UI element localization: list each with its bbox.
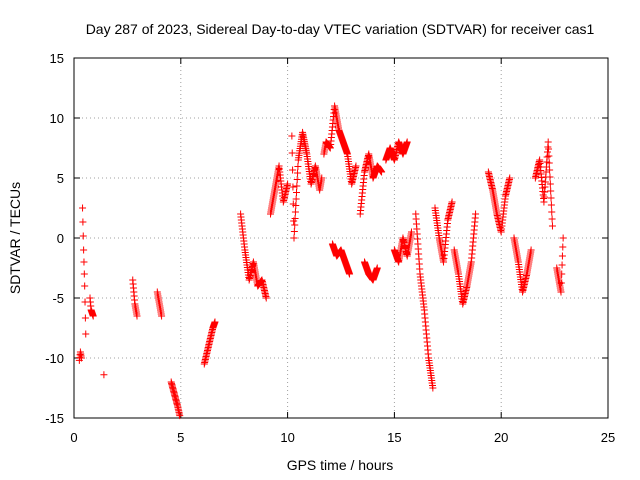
data-point [100, 371, 108, 379]
data-point [559, 243, 567, 251]
data-point [292, 202, 300, 209]
x-tick-label: 10 [280, 430, 294, 445]
data-point [559, 234, 567, 242]
x-axis-label: GPS time / hours [287, 457, 394, 473]
data-point [558, 270, 566, 278]
data-point [448, 198, 456, 206]
y-tick-label: -10 [45, 351, 64, 366]
data-point [81, 314, 89, 322]
data-point [80, 258, 88, 266]
data-point [293, 176, 301, 183]
data-point [77, 354, 85, 362]
data-point [211, 318, 219, 326]
data-point [290, 234, 298, 242]
data-point [545, 145, 553, 153]
y-axis: -15 -10 -5 0 5 10 15 [45, 51, 608, 426]
data-point [557, 279, 565, 287]
data-point [82, 330, 90, 338]
data-point [262, 294, 270, 302]
data-point [288, 149, 296, 157]
data-point [292, 195, 300, 203]
y-tick-label: 0 [57, 231, 64, 246]
data-point [288, 132, 296, 140]
data-point [545, 159, 553, 167]
data-point [291, 221, 299, 229]
data-point [318, 174, 326, 182]
data-point [293, 189, 300, 196]
data-point [557, 288, 565, 296]
data-point [289, 166, 297, 174]
data-point [547, 201, 555, 209]
x-tick-label: 0 [70, 430, 77, 445]
data-point [158, 312, 166, 320]
y-tick-label: -5 [52, 291, 64, 306]
x-tick-label: 25 [601, 430, 615, 445]
data-point [289, 183, 297, 191]
data-point [284, 180, 292, 188]
data-point [558, 261, 566, 269]
grid-lines [74, 58, 608, 418]
data-point [80, 246, 88, 254]
y-axis-label: SDTVAR / TECUs [7, 182, 23, 294]
x-tick-label: 5 [177, 430, 184, 445]
data-point [373, 264, 381, 272]
data-point [294, 169, 302, 177]
chart-title: Day 287 of 2023, Sidereal Day-to-day VTE… [86, 21, 595, 37]
data-point [407, 228, 415, 236]
y-tick-label: -15 [45, 411, 64, 426]
x-tick-label: 15 [387, 430, 401, 445]
data-point [548, 222, 556, 230]
x-axis: 0 5 10 15 20 25 [70, 58, 615, 445]
data-point [546, 180, 554, 188]
data-point [80, 270, 88, 278]
data-point [403, 138, 411, 146]
data-point [547, 187, 555, 195]
data-point [506, 174, 514, 182]
data-point [545, 152, 553, 160]
data-point [81, 282, 89, 290]
data-point [89, 312, 97, 320]
data-point [472, 210, 480, 218]
data-point [290, 228, 298, 235]
data-point [291, 215, 299, 222]
data-point [79, 218, 87, 226]
data-point [294, 163, 302, 170]
data-point [352, 162, 360, 170]
data-point [527, 246, 535, 254]
y-tick-label: 5 [57, 171, 64, 186]
data-point [429, 384, 437, 392]
data-point [378, 168, 386, 176]
data-point [346, 270, 354, 278]
y-tick-label: 10 [50, 111, 64, 126]
data-point [291, 208, 299, 216]
data-point [548, 215, 556, 223]
y-tick-label: 15 [50, 51, 64, 66]
data-point [293, 182, 301, 190]
data-points [75, 102, 567, 420]
data-point [548, 208, 556, 216]
data-point [176, 412, 184, 420]
data-point [547, 194, 555, 202]
data-point [544, 138, 552, 146]
data-point [133, 312, 141, 320]
data-point [79, 204, 87, 212]
data-point [558, 252, 566, 260]
data-point [546, 173, 554, 181]
data-point [546, 166, 554, 174]
data-point [79, 232, 87, 240]
x-tick-label: 20 [494, 430, 508, 445]
